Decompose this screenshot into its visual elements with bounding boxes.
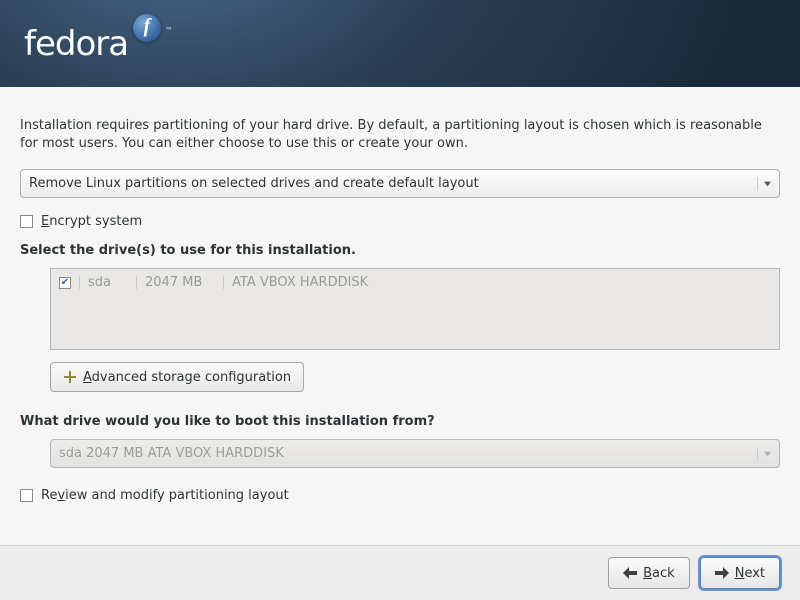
plus-icon [63, 370, 77, 384]
boot-drive-label: What drive would you like to boot this i… [20, 414, 780, 429]
encrypt-system-checkbox-row[interactable]: Encrypt system [20, 214, 780, 229]
logo-text: fedora [24, 24, 128, 64]
intro-text: Installation requires partitioning of yo… [20, 117, 780, 153]
footer-nav: Back Next [0, 545, 800, 600]
arrow-right-icon [715, 567, 729, 579]
drive-row[interactable]: sda 2047 MB ATA VBOX HARDDISK [59, 275, 771, 290]
main-content: Installation requires partitioning of yo… [0, 87, 800, 503]
chevron-down-icon [757, 447, 771, 461]
next-button[interactable]: Next [700, 557, 780, 589]
logo-bubble-letter: f [144, 15, 151, 38]
review-label: Review and modify partitioning layout [41, 488, 289, 503]
drive-select-label: Select the drive(s) to use for this inst… [20, 243, 780, 258]
arrow-left-icon [623, 567, 637, 579]
advanced-storage-label: Advanced storage configuration [83, 370, 291, 385]
drive-list[interactable]: sda 2047 MB ATA VBOX HARDDISK [50, 268, 780, 350]
drive-model: ATA VBOX HARDDISK [232, 275, 368, 290]
header-banner: fedora f ™ [0, 0, 800, 87]
logo-bubble-icon: f [133, 14, 161, 42]
drive-dev: sda [88, 275, 128, 290]
boot-drive-combo: sda 2047 MB ATA VBOX HARDDISK [50, 439, 780, 468]
partition-layout-combo[interactable]: Remove Linux partitions on selected driv… [20, 169, 780, 198]
review-partitioning-checkbox-row[interactable]: Review and modify partitioning layout [20, 488, 780, 503]
drive-size: 2047 MB [145, 275, 215, 290]
back-button[interactable]: Back [608, 557, 690, 589]
logo-trademark: ™ [165, 26, 173, 35]
encrypt-checkbox[interactable] [20, 215, 33, 228]
boot-drive-selected: sda 2047 MB ATA VBOX HARDDISK [59, 446, 757, 461]
review-checkbox[interactable] [20, 489, 33, 502]
drive-row-checkbox[interactable] [59, 277, 71, 289]
encrypt-label: Encrypt system [41, 214, 142, 229]
chevron-down-icon [757, 177, 771, 191]
partition-layout-selected: Remove Linux partitions on selected driv… [29, 176, 757, 191]
advanced-storage-button[interactable]: Advanced storage configuration [50, 362, 304, 392]
